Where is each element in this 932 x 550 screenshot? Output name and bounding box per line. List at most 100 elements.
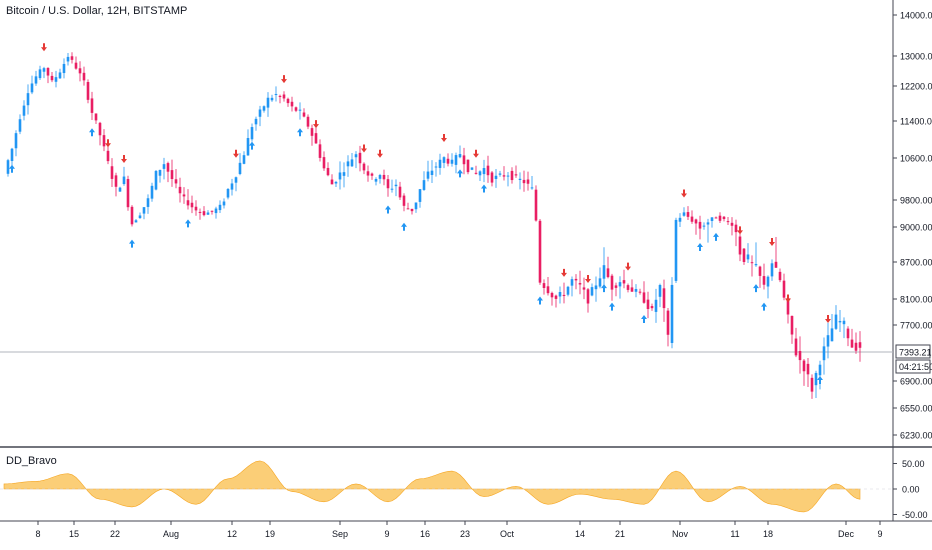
candle-body (298, 109, 302, 111)
candle-body (854, 342, 858, 351)
candle-body (262, 106, 266, 111)
candle-body (818, 364, 822, 376)
candle-body (282, 94, 286, 99)
candle-body (846, 328, 850, 339)
candle-body (622, 280, 626, 284)
candle-body (650, 306, 654, 309)
candle-body (138, 215, 142, 219)
candle-body (574, 278, 578, 281)
candle-body (726, 221, 730, 223)
candle-body (538, 220, 542, 283)
candle-body (470, 167, 474, 170)
candle-body (402, 195, 406, 206)
candle-body (162, 164, 166, 169)
candle-body (654, 299, 658, 312)
sell-arrow-icon (41, 43, 47, 52)
candle-body (394, 184, 398, 187)
candle-body (406, 208, 410, 210)
candle-body (858, 342, 862, 348)
last-price-box (895, 344, 931, 359)
candle-body (430, 170, 434, 176)
candle-body (30, 83, 34, 93)
time-tick-label: 11 (730, 529, 739, 539)
candle-body (318, 144, 322, 158)
candle-body (774, 261, 778, 268)
candle-body (730, 222, 734, 226)
candle-body (166, 163, 170, 172)
candle-body (366, 171, 370, 176)
indicator-tick-label: 0.00 (902, 485, 920, 495)
candle-body (490, 172, 494, 183)
candle-body (222, 201, 226, 206)
buy-arrow-icon (761, 302, 767, 311)
candle-body (486, 165, 490, 176)
candle-body (618, 282, 622, 287)
candle-body (38, 69, 42, 79)
sell-arrow-icon (281, 75, 287, 84)
candle-body (498, 173, 502, 175)
candle-body (94, 113, 98, 121)
candle-body (78, 68, 82, 74)
candle-body (54, 77, 58, 82)
candle-body (558, 291, 562, 297)
candle-body (590, 287, 594, 296)
candle-body (302, 112, 306, 117)
candle-body (718, 215, 722, 221)
candle-body (350, 159, 354, 167)
candle-body (754, 264, 758, 266)
candle-body (822, 346, 826, 361)
candle-body (746, 254, 750, 260)
candle-body (566, 286, 570, 295)
candle-body (154, 170, 158, 190)
candle-body (110, 166, 114, 179)
candle-body (346, 161, 350, 167)
oscillator-area (3, 460, 861, 513)
candle-body (286, 98, 290, 104)
candle-body (22, 105, 26, 116)
candle-body (478, 171, 482, 176)
candle-body (26, 93, 30, 106)
candle-body (694, 219, 698, 224)
buy-arrow-icon (457, 169, 463, 178)
time-tick-label: 12 (227, 529, 237, 539)
candle-body (70, 56, 74, 60)
price-tick-label: 6230.00 (900, 431, 932, 441)
candle-body (838, 321, 842, 323)
candle-body (826, 335, 830, 347)
candle-body (586, 289, 590, 304)
candle-body (686, 212, 690, 217)
candle-body (322, 157, 326, 169)
candle-body (514, 174, 518, 176)
price-tick-label: 9000.00 (900, 223, 932, 233)
candle-body (190, 202, 194, 208)
candle-body (66, 56, 70, 62)
time-tick-label: 9 (877, 529, 882, 539)
buy-arrow-icon (385, 205, 391, 214)
time-tick-label: 23 (460, 529, 470, 539)
sell-arrow-icon (825, 315, 831, 323)
candle-body (598, 278, 602, 287)
candle-body (186, 200, 190, 206)
sell-arrow-icon (785, 294, 791, 303)
candle-body (122, 176, 126, 185)
price-tick-label: 10600.00 (900, 154, 932, 164)
candle-body (714, 217, 718, 219)
candle-body (354, 154, 358, 158)
candle-body (698, 221, 702, 229)
sell-arrow-icon (737, 226, 743, 235)
time-tick-label: Oct (500, 529, 515, 539)
candle-body (306, 116, 310, 127)
time-tick-label: Nov (672, 529, 689, 539)
price-tick-label: 7700.00 (900, 321, 932, 331)
indicator-tick-label: 50.00 (902, 459, 925, 469)
candle-body (198, 211, 202, 213)
candle-body (506, 175, 510, 177)
sell-arrow-icon (233, 149, 239, 158)
candle-body (530, 187, 534, 189)
candle-body (118, 187, 122, 192)
last-price-label: 7393.21 (899, 348, 932, 358)
candle-body (834, 314, 838, 329)
candle-body (14, 133, 18, 149)
candle-body (422, 180, 426, 190)
